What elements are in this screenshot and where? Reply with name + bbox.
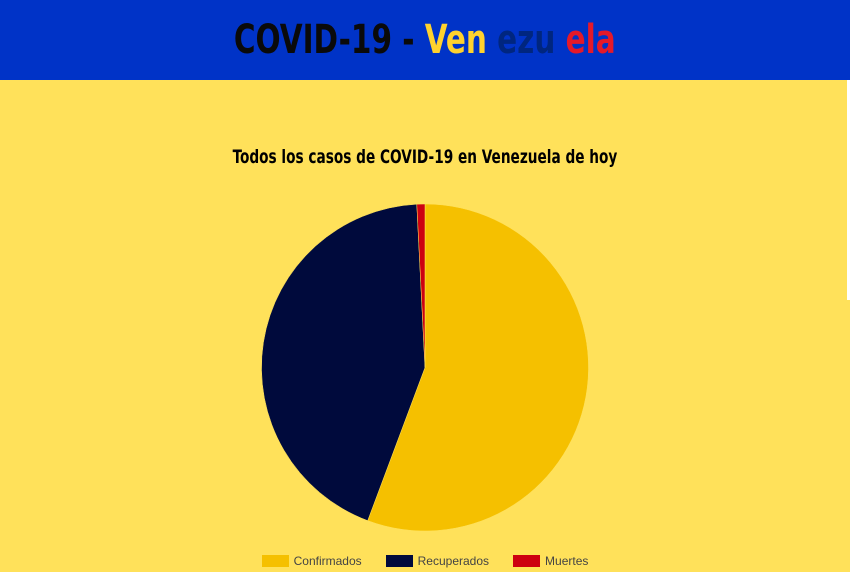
- scrollbar[interactable]: [847, 80, 850, 300]
- legend-item-confirmados[interactable]: Confirmados: [261, 554, 362, 568]
- title-part-ven: Ven: [424, 17, 488, 63]
- legend-swatch-confirmados: [261, 555, 289, 567]
- legend-swatch-recuperados: [385, 555, 413, 567]
- pie-slice-muertes[interactable]: [416, 203, 426, 368]
- legend-item-recuperados[interactable]: Recuperados: [385, 554, 490, 568]
- page-title: COVID-19 - Ven ezu ela: [234, 17, 616, 63]
- chart-title: Todos los casos de COVID-19 en Venezuela…: [232, 146, 618, 168]
- pie-slice-confirmados[interactable]: [367, 203, 589, 532]
- header-bar: COVID-19 - Ven ezu ela: [0, 0, 850, 80]
- chart-legend: Confirmados Recuperados Muertes: [0, 554, 850, 568]
- pie-slice-recuperados[interactable]: [261, 203, 426, 521]
- legend-item-muertes[interactable]: Muertes: [513, 554, 588, 568]
- legend-label-muertes: Muertes: [545, 554, 589, 568]
- legend-label-recuperados: Recuperados: [417, 554, 490, 568]
- legend-label-confirmados: Confirmados: [293, 554, 362, 568]
- title-part-ela: ela: [565, 17, 616, 63]
- title-part-ezu: ezu: [497, 17, 556, 63]
- title-prefix: COVID-19 -: [234, 17, 425, 63]
- legend-swatch-muertes: [513, 555, 541, 567]
